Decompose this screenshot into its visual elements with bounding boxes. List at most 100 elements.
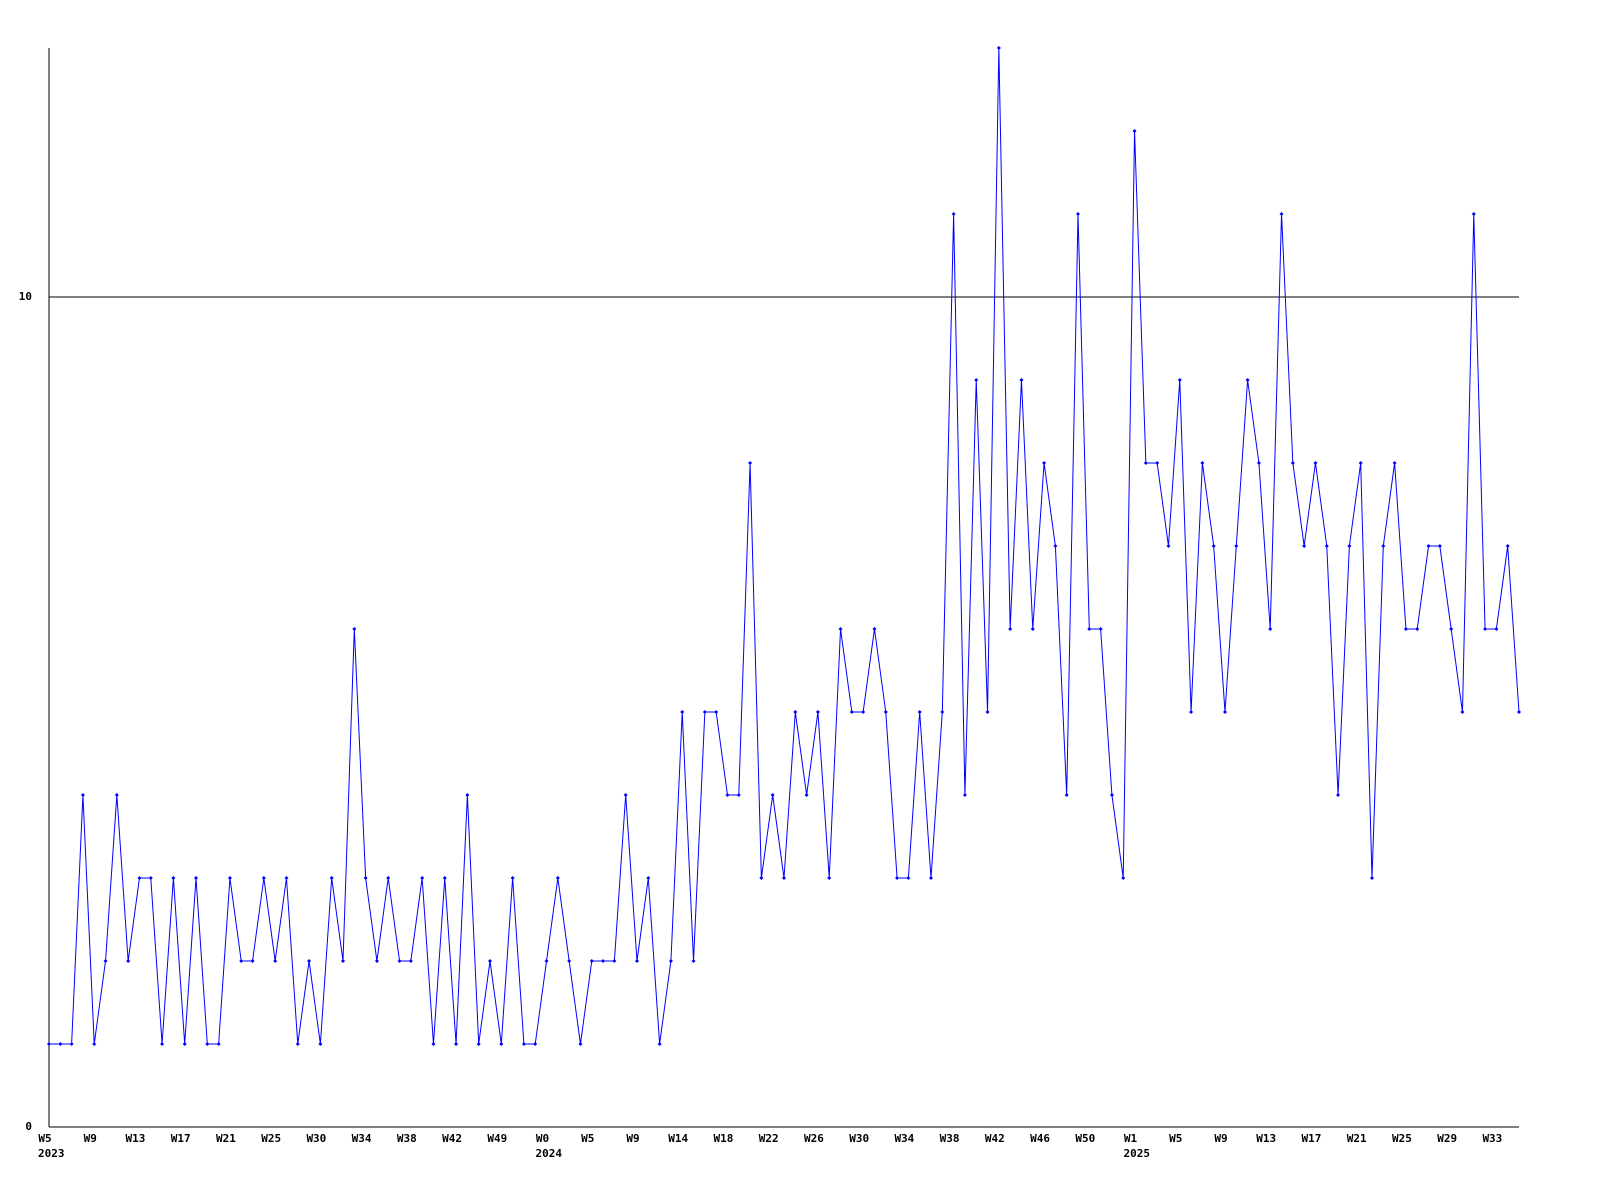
point <box>793 710 798 714</box>
x-tick-label: W17 <box>171 1132 191 1145</box>
x-tick-label: W30 <box>306 1132 326 1145</box>
point <box>906 876 911 880</box>
point <box>58 1042 63 1046</box>
point <box>883 710 888 714</box>
x-tick-label: W33 <box>1482 1132 1502 1145</box>
point <box>1358 461 1363 465</box>
point <box>804 793 809 797</box>
y-tick-label: 0 <box>25 1120 32 1133</box>
point <box>996 46 1001 50</box>
x-tick-label: W18 <box>714 1132 734 1145</box>
point <box>250 959 255 963</box>
point <box>1245 378 1250 382</box>
point <box>1256 461 1261 465</box>
x-tick-label: W5 <box>38 1132 51 1145</box>
x-tick-label: W25 <box>1392 1132 1412 1145</box>
point <box>1234 544 1239 548</box>
point <box>646 876 651 880</box>
x-year-label: 2023 <box>38 1147 65 1160</box>
point <box>148 876 153 880</box>
point <box>1008 627 1013 631</box>
point <box>838 627 843 631</box>
x-tick-label: W17 <box>1302 1132 1322 1145</box>
point <box>1121 876 1126 880</box>
x-tick-label: W30 <box>849 1132 869 1145</box>
point <box>1030 627 1035 631</box>
point <box>307 959 312 963</box>
point <box>1087 627 1092 631</box>
point <box>657 1042 662 1046</box>
point <box>47 1042 51 1046</box>
point <box>363 876 368 880</box>
point <box>397 959 402 963</box>
x-tick-label: W13 <box>1256 1132 1276 1145</box>
x-tick-label: W13 <box>126 1132 146 1145</box>
point <box>1268 627 1273 631</box>
point <box>465 793 470 797</box>
point <box>341 959 345 963</box>
point <box>114 793 119 797</box>
point <box>1042 461 1047 465</box>
point <box>1460 710 1465 714</box>
point <box>160 1042 165 1046</box>
point <box>1392 461 1397 465</box>
point <box>1076 212 1080 216</box>
point <box>691 959 696 963</box>
point <box>1313 461 1318 465</box>
point <box>917 710 922 714</box>
point <box>431 1042 436 1046</box>
point <box>386 876 391 880</box>
point <box>216 1042 221 1046</box>
point <box>295 1042 300 1046</box>
point <box>284 876 289 880</box>
x-tick-label: W5 <box>1169 1132 1182 1145</box>
point <box>1155 461 1160 465</box>
point <box>182 1042 187 1046</box>
point <box>1347 544 1352 548</box>
point <box>895 876 900 880</box>
x-tick-label: W50 <box>1075 1132 1095 1145</box>
point <box>612 959 617 963</box>
point <box>1223 710 1227 714</box>
point <box>736 793 741 797</box>
line <box>49 47 1520 1045</box>
point <box>205 1042 210 1046</box>
point <box>555 876 560 880</box>
point <box>499 1042 504 1046</box>
point <box>92 1042 97 1046</box>
point <box>1166 544 1171 548</box>
point <box>454 1042 459 1046</box>
point <box>1279 212 1284 216</box>
x-tick-label: W25 <box>261 1132 281 1145</box>
point <box>126 959 131 963</box>
point <box>476 1042 481 1046</box>
point <box>239 959 244 963</box>
point <box>589 959 594 963</box>
x-tick-label: W42 <box>985 1132 1005 1145</box>
point <box>420 876 425 880</box>
x-tick-label: W34 <box>894 1132 914 1145</box>
point <box>510 876 515 880</box>
point <box>702 710 707 714</box>
point <box>725 793 730 797</box>
point <box>1132 129 1137 133</box>
point <box>103 959 108 963</box>
point <box>1324 544 1329 548</box>
point <box>1200 461 1205 465</box>
point <box>951 212 956 216</box>
point <box>985 710 990 714</box>
y-tick-label: 10 <box>19 290 32 303</box>
point <box>69 1042 74 1046</box>
point <box>1143 461 1148 465</box>
point <box>861 710 866 714</box>
point <box>80 793 85 797</box>
point <box>929 876 933 880</box>
point <box>1211 544 1216 548</box>
x-tick-label: W49 <box>487 1132 507 1145</box>
point <box>770 793 775 797</box>
point <box>1290 461 1295 465</box>
point <box>273 959 278 963</box>
point <box>488 959 492 963</box>
